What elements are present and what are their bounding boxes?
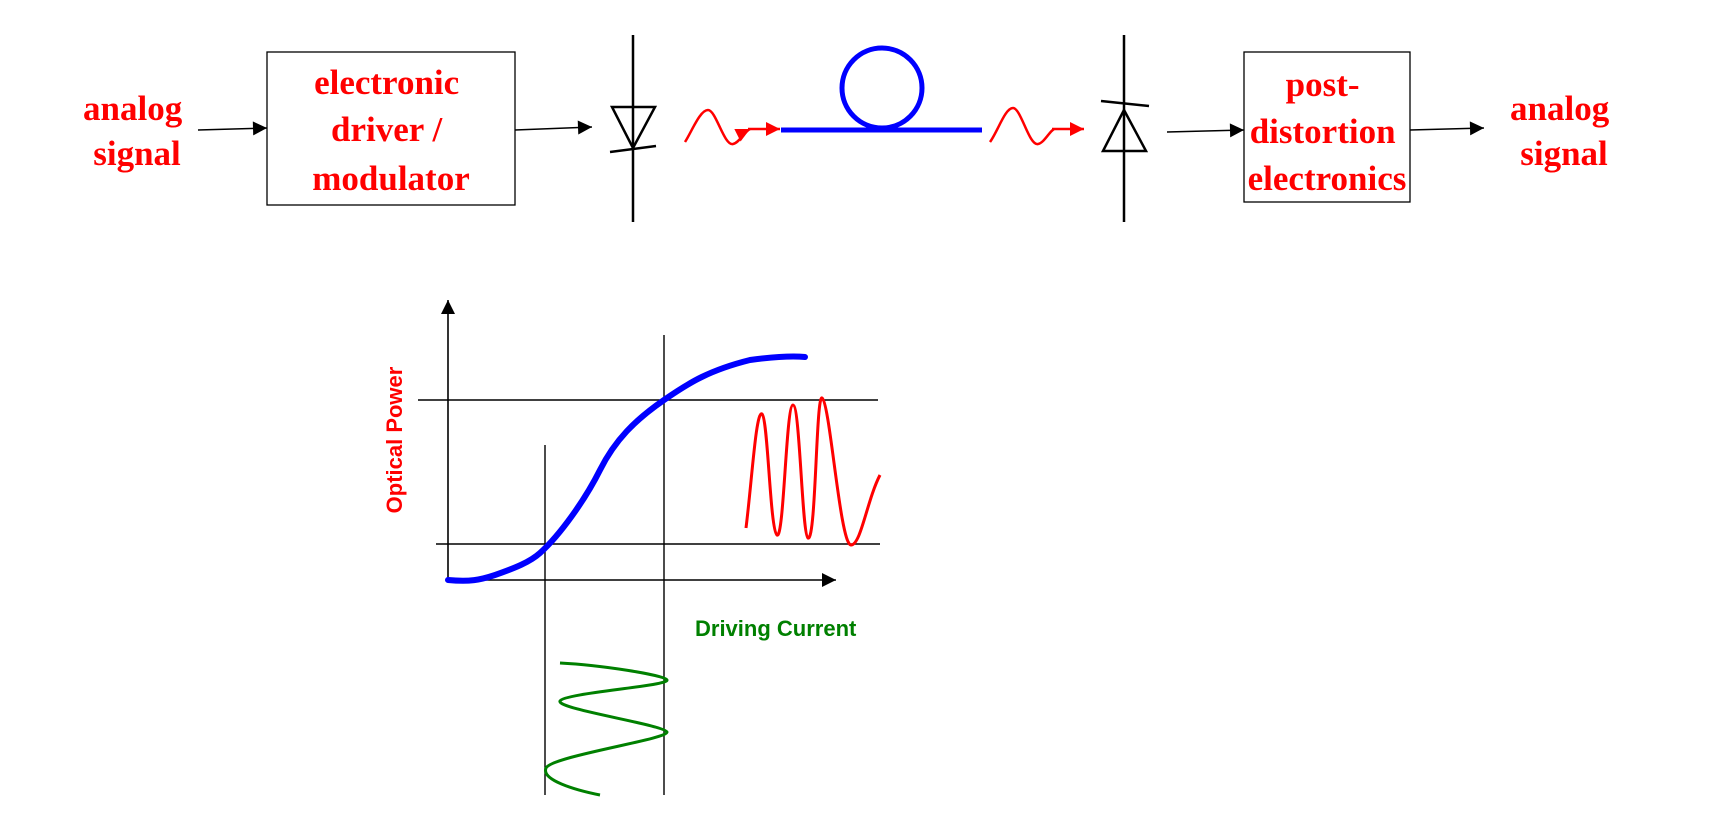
x-axis-label: Driving Current — [695, 616, 857, 641]
input-waveform — [544, 661, 669, 797]
y-axis-label: Optical Power — [382, 366, 407, 513]
output-waveform — [744, 396, 882, 547]
post-distortion-label-line1: post- — [1286, 65, 1360, 104]
driver-modulator-label-line1: electronic — [314, 63, 459, 102]
driver-modulator-label-line3: modulator — [312, 159, 470, 198]
photodiode-to-post-arrow — [1166, 123, 1245, 138]
driver-modulator-box — [266, 51, 516, 206]
output-signal-label-line2: signal — [1520, 134, 1608, 173]
transfer-curve-figure: Optical Power Driving Current — [382, 300, 882, 797]
input-signal-label: analog signal — [83, 89, 191, 173]
post-distortion-box — [1243, 51, 1411, 203]
photodiode-icon — [1100, 35, 1150, 222]
input-arrow — [197, 121, 268, 136]
fiber-spool-icon — [781, 45, 982, 133]
post-distortion-label-line3: electronics — [1248, 159, 1407, 198]
output-signal-label-line1: analog — [1510, 89, 1610, 128]
input-signal-label-line1: analog — [83, 89, 183, 128]
laser-diode-icon — [609, 35, 658, 222]
received-light-wave-icon — [988, 106, 1055, 146]
input-signal-label-line2: signal — [93, 134, 181, 173]
output-arrow — [1409, 121, 1485, 136]
post-distortion-label: post- distortion electronics — [1248, 65, 1407, 198]
output-signal-label: analog signal — [1510, 89, 1618, 173]
driver-modulator-label: electronic driver / modulator — [312, 63, 470, 198]
driver-modulator-label-line2: driver / — [331, 110, 443, 149]
transfer-curve — [445, 353, 808, 584]
emitted-light-wave-icon — [683, 108, 751, 146]
driver-to-laser-arrow — [514, 120, 593, 135]
post-distortion-label-line2: distortion — [1250, 112, 1396, 151]
